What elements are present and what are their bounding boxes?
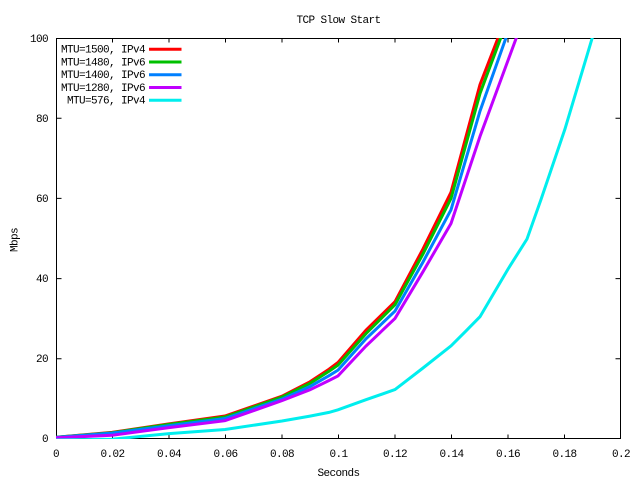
svg-text:0.18: 0.18 [552,449,576,461]
svg-text:0.14: 0.14 [439,449,464,461]
svg-text:Seconds: Seconds [317,468,359,480]
svg-text:100: 100 [30,34,48,46]
svg-text:0: 0 [42,434,48,446]
svg-text:TCP Slow Start: TCP Slow Start [296,15,380,27]
svg-text:MTU=1280, IPv6: MTU=1280, IPv6 [61,83,145,95]
svg-text:60: 60 [36,194,48,206]
svg-text:0.2: 0.2 [612,449,630,461]
svg-text:MTU=1480, IPv6: MTU=1480, IPv6 [61,57,145,69]
svg-text:0: 0 [53,449,59,461]
svg-text:0.04: 0.04 [157,449,182,461]
svg-text:MTU=1400, IPv6: MTU=1400, IPv6 [61,70,145,82]
svg-text:80: 80 [36,114,48,126]
svg-text:0.08: 0.08 [270,449,294,461]
svg-text:Mbps: Mbps [10,228,22,252]
svg-text:0.06: 0.06 [213,449,237,461]
svg-text:0.1: 0.1 [329,449,348,461]
svg-text:40: 40 [36,274,48,286]
svg-text:20: 20 [36,354,48,366]
svg-text:0.16: 0.16 [496,449,520,461]
svg-text:MTU=1500, IPv4: MTU=1500, IPv4 [61,45,146,57]
svg-text:MTU=576, IPv4: MTU=576, IPv4 [67,96,146,108]
svg-text:0.12: 0.12 [383,449,407,461]
svg-text:0.02: 0.02 [100,449,124,461]
